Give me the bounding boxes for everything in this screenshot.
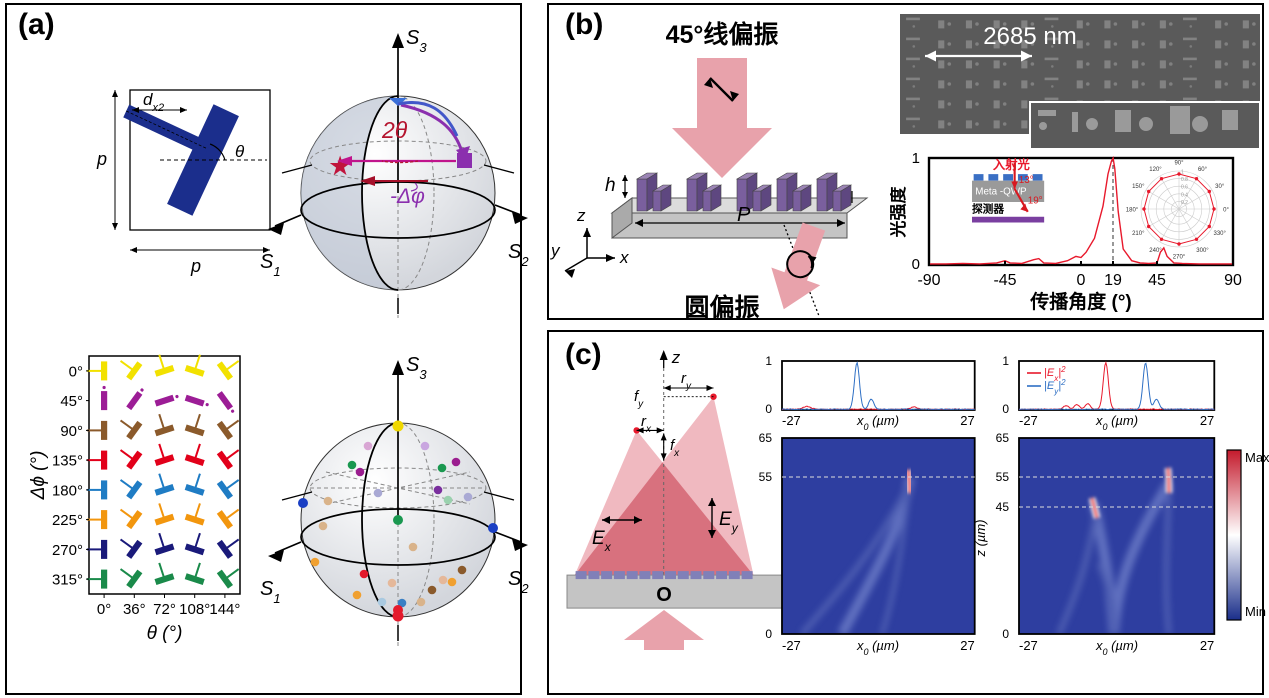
svg-text:圆偏振: 圆偏振 bbox=[684, 293, 759, 320]
svg-text:S1: S1 bbox=[260, 251, 281, 279]
svg-text:0: 0 bbox=[765, 627, 772, 641]
svg-text:1: 1 bbox=[912, 150, 920, 167]
svg-text:0: 0 bbox=[765, 402, 772, 416]
svg-text:Min: Min bbox=[1245, 604, 1266, 619]
svg-text:O: O bbox=[656, 584, 672, 606]
svg-text:-90: -90 bbox=[917, 272, 940, 289]
svg-text:65: 65 bbox=[996, 431, 1010, 445]
svg-text:45°线偏振: 45°线偏振 bbox=[666, 20, 779, 49]
svg-text:55: 55 bbox=[996, 470, 1010, 484]
svg-text:90°: 90° bbox=[1174, 161, 1184, 167]
svg-text:S2: S2 bbox=[508, 241, 529, 269]
svg-text:19°: 19° bbox=[1028, 196, 1043, 207]
svg-text:p: p bbox=[190, 256, 201, 276]
svg-text:探测器: 探测器 bbox=[972, 203, 1004, 216]
svg-text:S1: S1 bbox=[260, 578, 281, 606]
svg-text:-27: -27 bbox=[1019, 413, 1038, 428]
svg-text:y: y bbox=[550, 241, 561, 260]
svg-text:1: 1 bbox=[1181, 170, 1184, 176]
svg-text:0.8: 0.8 bbox=[1181, 177, 1188, 183]
svg-text:27: 27 bbox=[1200, 638, 1214, 653]
svg-text:x0 (µm): x0 (µm) bbox=[856, 413, 899, 432]
svg-text:S2: S2 bbox=[508, 568, 529, 596]
svg-text:2685 nm: 2685 nm bbox=[983, 23, 1076, 50]
svg-text:0: 0 bbox=[1077, 272, 1086, 289]
svg-text:x0 (µm): x0 (µm) bbox=[1095, 638, 1138, 657]
svg-text:z: z bbox=[671, 348, 681, 367]
svg-text:-27: -27 bbox=[782, 413, 801, 428]
svg-text:-45: -45 bbox=[993, 272, 1016, 289]
svg-text:z: z bbox=[576, 206, 586, 225]
svg-text:x: x bbox=[619, 248, 629, 267]
svg-text:330°: 330° bbox=[1213, 231, 1226, 237]
svg-text:0.4: 0.4 bbox=[1181, 192, 1188, 198]
svg-text:光强度: 光强度 bbox=[890, 186, 908, 239]
svg-text:180°: 180° bbox=[1126, 208, 1139, 214]
svg-text:27: 27 bbox=[960, 413, 974, 428]
svg-text:0: 0 bbox=[1002, 627, 1009, 641]
svg-text:45: 45 bbox=[1148, 272, 1166, 289]
svg-text:S3: S3 bbox=[406, 27, 427, 55]
svg-text:45: 45 bbox=[996, 500, 1010, 514]
svg-text:-27: -27 bbox=[1019, 638, 1038, 653]
svg-text:300°: 300° bbox=[1196, 248, 1209, 254]
svg-text:★: ★ bbox=[328, 151, 352, 181]
svg-text:30°: 30° bbox=[1215, 184, 1225, 190]
svg-text:55: 55 bbox=[759, 470, 773, 484]
svg-text:13°: 13° bbox=[1019, 175, 1034, 186]
svg-text:fy: fy bbox=[634, 388, 644, 410]
svg-text:x0 (µm): x0 (µm) bbox=[1095, 413, 1138, 432]
svg-text:27: 27 bbox=[1200, 413, 1214, 428]
svg-text:p: p bbox=[96, 149, 107, 169]
svg-text:0: 0 bbox=[912, 256, 920, 273]
svg-text:1: 1 bbox=[1002, 354, 1009, 368]
svg-text:60°: 60° bbox=[1198, 167, 1208, 173]
svg-text:65: 65 bbox=[759, 431, 773, 445]
svg-text:240°: 240° bbox=[1149, 248, 1162, 254]
svg-text:-27: -27 bbox=[782, 638, 801, 653]
svg-text:19: 19 bbox=[1104, 272, 1122, 289]
svg-text:-Δφ: -Δφ bbox=[390, 185, 425, 208]
svg-text:0.2: 0.2 bbox=[1181, 200, 1188, 206]
svg-text:0.6: 0.6 bbox=[1181, 185, 1188, 191]
svg-text:120°: 120° bbox=[1149, 167, 1162, 173]
svg-text:27: 27 bbox=[960, 638, 974, 653]
svg-text:0°: 0° bbox=[1223, 208, 1229, 214]
svg-text:270°: 270° bbox=[1173, 255, 1186, 261]
svg-text:2θ: 2θ bbox=[381, 117, 408, 143]
svg-text:传播角度 (°): 传播角度 (°) bbox=[1029, 290, 1132, 313]
svg-text:0: 0 bbox=[1002, 402, 1009, 416]
svg-text:150°: 150° bbox=[1132, 184, 1145, 190]
svg-text:x0 (µm): x0 (µm) bbox=[856, 638, 899, 657]
svg-text:1: 1 bbox=[765, 354, 772, 368]
svg-text:h: h bbox=[605, 175, 616, 196]
svg-text:Max: Max bbox=[1245, 450, 1269, 465]
svg-text:P: P bbox=[737, 204, 751, 226]
svg-text:S3: S3 bbox=[406, 354, 427, 382]
svg-text:入射光: 入射光 bbox=[993, 157, 1031, 172]
svg-text:θ: θ bbox=[235, 142, 245, 161]
svg-text:z (µm): z (µm) bbox=[973, 519, 988, 557]
svg-text:210°: 210° bbox=[1132, 231, 1145, 237]
svg-text:90: 90 bbox=[1224, 272, 1242, 289]
